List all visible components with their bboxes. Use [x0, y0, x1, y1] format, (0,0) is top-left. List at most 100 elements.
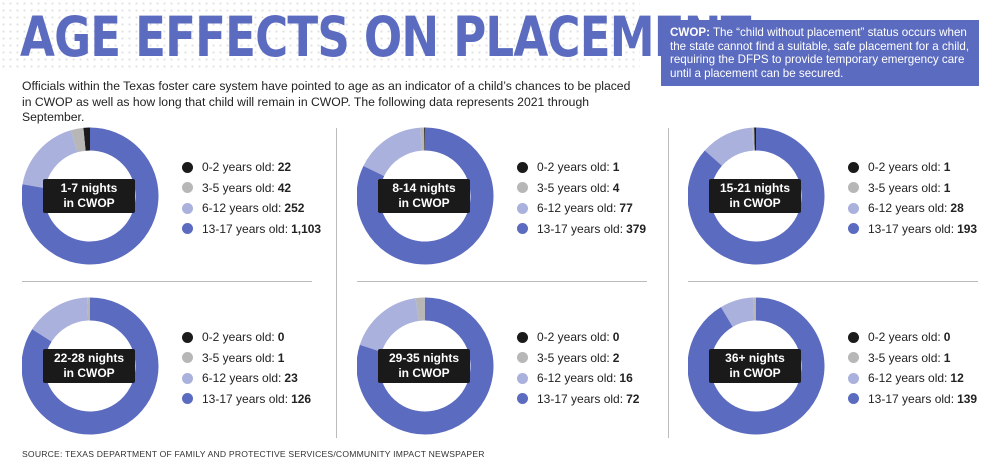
legend-entry: 0-2 years old: 0 [182, 327, 311, 348]
legend-swatch [182, 372, 193, 384]
legend-swatch [517, 161, 528, 173]
legend: 0-2 years old: 1 3-5 years old: 4 6-12 years… [517, 157, 646, 239]
legend-swatch [517, 182, 528, 194]
slice-13-17 [357, 127, 494, 265]
legend-label: 0-2 years old: [868, 160, 941, 175]
legend-swatch [848, 202, 859, 214]
slice-13-17 [688, 127, 825, 265]
legend-label: 6-12 years old: [537, 371, 617, 386]
chart-title-line: in CWOP [729, 196, 781, 210]
legend-value: 1 [943, 350, 951, 365]
chart-title-line: in CWOP [63, 366, 115, 380]
legend-value: 16 [619, 371, 633, 386]
legend-entry: 6-12 years old: 77 [517, 198, 646, 219]
legend-value: 2 [612, 350, 620, 365]
slice-13-17 [22, 297, 159, 435]
slice-6-12 [22, 130, 78, 189]
chart-title: 1-7 nights in CWOP [43, 179, 135, 213]
legend-label: 13-17 years old: [202, 221, 289, 236]
legend-swatch [517, 352, 528, 364]
legend-entry: 6-12 years old: 12 [848, 368, 977, 389]
slice-13-17 [357, 297, 494, 435]
legend-label: 13-17 years old: [868, 221, 955, 236]
donut-chart [22, 127, 159, 265]
legend-entry: 0-2 years old: 1 [517, 157, 646, 178]
legend-value: 23 [284, 371, 298, 386]
legend-label: 0-2 years old: [202, 330, 275, 345]
legend-entry: 6-12 years old: 28 [848, 198, 977, 219]
legend-swatch [517, 331, 528, 343]
legend-value: 1,103 [291, 221, 322, 236]
legend-value: 0 [943, 330, 951, 345]
legend-value: 77 [619, 201, 633, 216]
chart-panel: 1-7 nights in CWOP 0-2 years old: 22 3-5 yea… [22, 127, 322, 277]
legend-label: 6-12 years old: [868, 201, 948, 216]
chart-title: 22-28 nights in CWOP [43, 349, 135, 383]
legend-value: 0 [277, 330, 285, 345]
legend-swatch [848, 223, 859, 235]
chart-title-line: in CWOP [63, 196, 115, 210]
chart-title-line: 36+ nights [725, 351, 785, 365]
slice-13-17 [22, 127, 159, 265]
legend-label: 0-2 years old: [868, 330, 941, 345]
legend-label: 3-5 years old: [537, 350, 610, 365]
legend-label: 6-12 years old: [537, 201, 617, 216]
legend-entry: 3-5 years old: 42 [182, 178, 321, 199]
legend-value: 139 [957, 391, 978, 406]
chart-panel: 29-35 nights in CWOP 0-2 years old: 0 3-5 ye… [357, 297, 657, 447]
donut-chart [688, 127, 825, 265]
legend-entry: 13-17 years old: 72 [517, 389, 639, 410]
legend-swatch [848, 393, 859, 405]
legend-swatch [517, 202, 528, 214]
legend-label: 6-12 years old: [868, 371, 948, 386]
legend-value: 4 [612, 180, 620, 195]
legend: 0-2 years old: 0 3-5 years old: 2 6-12 years… [517, 327, 639, 409]
chart-title-line: 1-7 nights [60, 181, 118, 195]
legend-entry: 3-5 years old: 1 [848, 178, 977, 199]
legend-swatch [182, 182, 193, 194]
legend-swatch [517, 393, 528, 405]
legend-label: 0-2 years old: [202, 160, 275, 175]
row-divider-3 [688, 281, 978, 282]
row-divider-1 [22, 281, 312, 282]
legend-value: 193 [957, 221, 978, 236]
legend-label: 6-12 years old: [202, 371, 282, 386]
chart-panel: 8-14 nights in CWOP 0-2 years old: 1 3-5 yea… [357, 127, 657, 277]
legend-label: 3-5 years old: [202, 180, 275, 195]
row-divider-2 [357, 281, 647, 282]
legend-swatch [848, 182, 859, 194]
chart-title: 36+ nights in CWOP [709, 349, 801, 383]
donut-chart [357, 127, 494, 265]
chart-title-line: 29-35 nights [388, 351, 460, 365]
legend-label: 13-17 years old: [202, 391, 289, 406]
column-divider-2 [668, 128, 669, 438]
chart-title-line: in CWOP [398, 366, 450, 380]
title-texture [0, 0, 640, 72]
cwop-term: CWOP: [670, 26, 710, 39]
legend-entry: 0-2 years old: 0 [848, 327, 977, 348]
donut-chart [357, 297, 494, 435]
legend-entry: 0-2 years old: 1 [848, 157, 977, 178]
legend-entry: 13-17 years old: 379 [517, 219, 646, 240]
legend: 0-2 years old: 1 3-5 years old: 1 6-12 years… [848, 157, 977, 239]
legend-label: 0-2 years old: [537, 160, 610, 175]
chart-title: 29-35 nights in CWOP [378, 349, 470, 383]
legend-entry: 13-17 years old: 139 [848, 389, 977, 410]
chart-title-line: in CWOP [398, 196, 450, 210]
chart-panel: 15-21 nights in CWOP 0-2 years old: 1 3-5 ye… [688, 127, 988, 277]
legend-swatch [848, 372, 859, 384]
legend-value: 379 [626, 221, 647, 236]
donut-chart [22, 297, 159, 435]
chart-title-line: 22-28 nights [53, 351, 125, 365]
legend-swatch [182, 161, 193, 173]
chart-title: 15-21 nights in CWOP [709, 179, 801, 213]
legend-label: 3-5 years old: [202, 350, 275, 365]
legend-value: 1 [612, 160, 620, 175]
slice-6-12 [32, 297, 89, 343]
legend-entry: 3-5 years old: 1 [182, 348, 311, 369]
chart-title-line: 8-14 nights [392, 181, 456, 195]
cwop-definition: The “child without placement” status occ… [670, 26, 970, 80]
slice-6-12 [363, 127, 423, 177]
column-divider-1 [336, 128, 337, 438]
legend-entry: 13-17 years old: 126 [182, 389, 311, 410]
